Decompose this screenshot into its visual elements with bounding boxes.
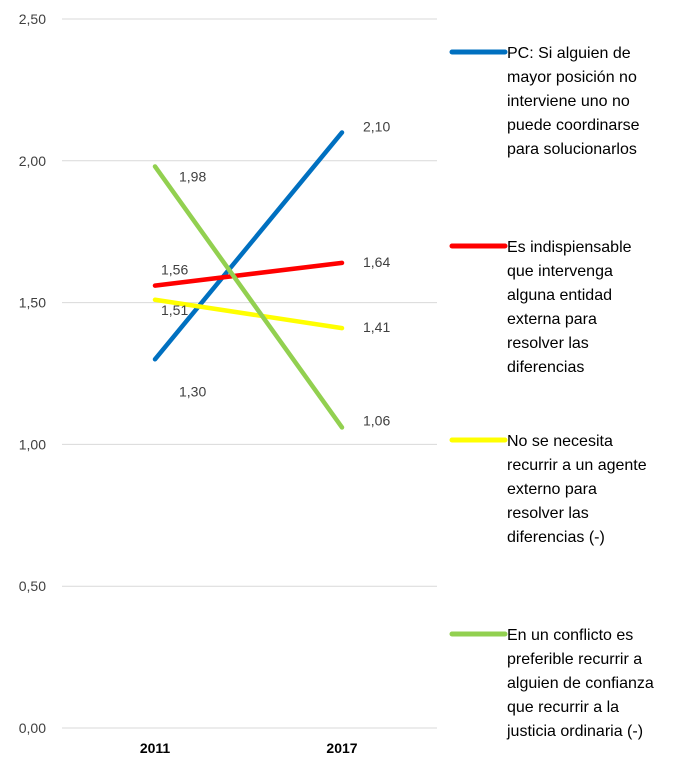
legend-label-1: para solucionarlos — [507, 141, 637, 158]
y-tick-label: 2,00 — [19, 153, 46, 169]
series-line-2 — [152, 260, 345, 288]
data-label: 1,56 — [161, 262, 188, 278]
data-label: 1,98 — [179, 168, 206, 184]
legend-label-4: alguien de confianza — [507, 675, 654, 692]
legend-label-3: resolver las — [507, 505, 589, 522]
x-category-label: 2011 — [140, 740, 171, 756]
data-label: 1,30 — [179, 383, 206, 399]
data-label: 1,41 — [363, 319, 390, 335]
legend-label-4: preferible recurrir a — [507, 651, 642, 668]
gridlines — [62, 18, 437, 729]
legend-label-2: Es indispiensable — [507, 239, 632, 256]
legend-label-2: que intervenga — [507, 263, 613, 280]
legend-label-3: diferencias (-) — [507, 529, 605, 546]
legend: PC: Si alguien de mayor posición no interv… — [449, 45, 654, 740]
data-label: 1,51 — [161, 302, 188, 318]
legend-label-3: externo para — [507, 481, 597, 498]
y-axis: 0,00 0,50 1,00 1,50 2,00 2,50 — [19, 11, 46, 736]
data-label: 2,10 — [363, 118, 390, 134]
y-tick-label: 1,00 — [19, 436, 46, 452]
legend-label-2: externa para — [507, 311, 597, 328]
series-lines — [152, 130, 345, 430]
legend-label-2: diferencias — [507, 359, 584, 376]
data-labels: 1,30 2,10 1,56 1,64 1,51 1,41 1,98 1,06 — [161, 118, 390, 428]
x-axis: 2011 2017 — [140, 740, 358, 756]
y-tick-label: 0,00 — [19, 720, 46, 736]
legend-label-3: recurrir a un agente — [507, 457, 647, 474]
legend-label-4: que recurrir a la — [507, 699, 619, 716]
x-category-label: 2017 — [326, 740, 357, 756]
y-tick-label: 0,50 — [19, 578, 46, 594]
y-tick-label: 1,50 — [19, 295, 46, 311]
legend-label-2: alguna entidad — [507, 287, 612, 304]
legend-label-2: resolver las — [507, 335, 589, 352]
data-label: 1,64 — [363, 254, 390, 270]
legend-label-1: PC: Si alguien de — [507, 45, 631, 62]
series-line-1 — [152, 130, 345, 362]
legend-label-3: No se necesita — [507, 433, 613, 450]
series-line-3 — [152, 297, 345, 331]
data-label: 1,06 — [363, 412, 390, 428]
legend-label-1: puede coordinarse — [507, 117, 640, 134]
series-line-4 — [152, 164, 345, 430]
y-tick-label: 2,50 — [19, 11, 46, 27]
legend-label-1: interviene uno no — [507, 93, 630, 110]
legend-label-4: justicia ordinaria (-) — [506, 723, 643, 740]
legend-label-4: En un conflicto es — [507, 627, 633, 644]
legend-label-1: mayor posición no — [507, 69, 637, 86]
